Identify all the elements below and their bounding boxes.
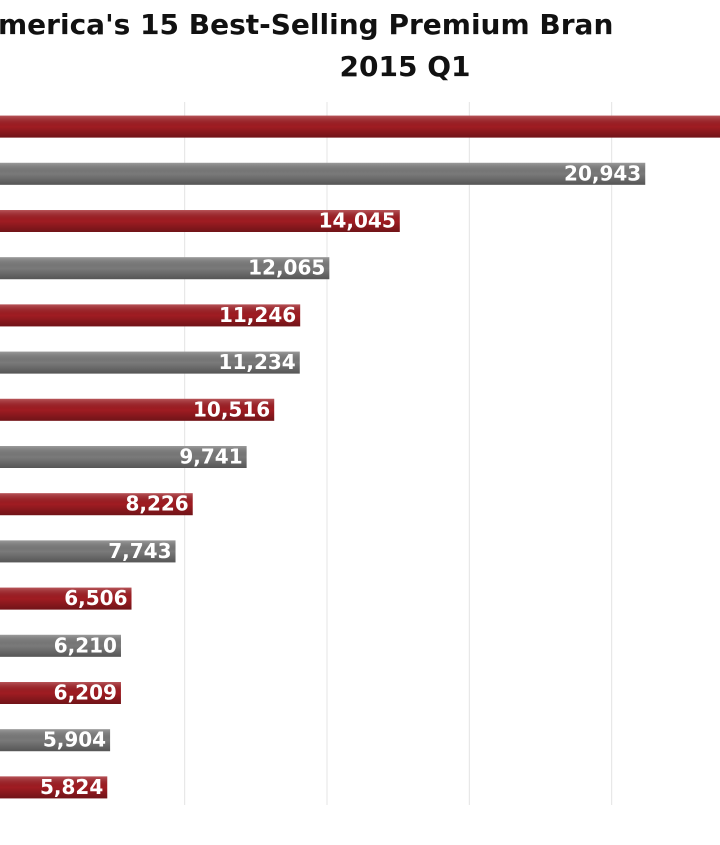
chart-title: merica's 15 Best-Selling Premium Bran <box>0 8 613 41</box>
value-label: 11,246 <box>219 303 296 327</box>
bar-shade <box>0 634 121 657</box>
value-label: 6,506 <box>64 586 127 610</box>
bar-shade <box>0 257 330 280</box>
bar-shade <box>0 115 720 138</box>
value-label: 5,824 <box>40 775 103 799</box>
value-label: 6,209 <box>54 681 117 705</box>
value-label: 10,516 <box>193 397 270 421</box>
value-label: 12,065 <box>248 256 325 280</box>
value-label: 7,743 <box>108 539 171 563</box>
bar-shade <box>0 446 247 468</box>
value-label: 9,741 <box>179 445 242 469</box>
value-label: 8,226 <box>125 492 188 516</box>
bar-shade <box>0 540 176 563</box>
bar-shade <box>0 682 121 704</box>
value-label: 5,904 <box>43 728 106 752</box>
value-label: 11,234 <box>219 350 296 374</box>
bar-shade <box>0 493 193 516</box>
bar-shade <box>0 776 108 799</box>
value-label: 14,045 <box>319 209 396 233</box>
chart-subtitle: 2015 Q1 <box>340 50 471 83</box>
value-label: 20,943 <box>564 161 641 185</box>
bar-shade <box>0 729 111 752</box>
bar-shade <box>0 351 300 374</box>
bar-shade <box>0 398 275 421</box>
bar-shade <box>0 587 132 610</box>
bar-shade <box>0 162 646 185</box>
bar-shade <box>0 210 400 232</box>
bar-shade <box>0 304 301 327</box>
value-label: 6,210 <box>54 633 117 657</box>
